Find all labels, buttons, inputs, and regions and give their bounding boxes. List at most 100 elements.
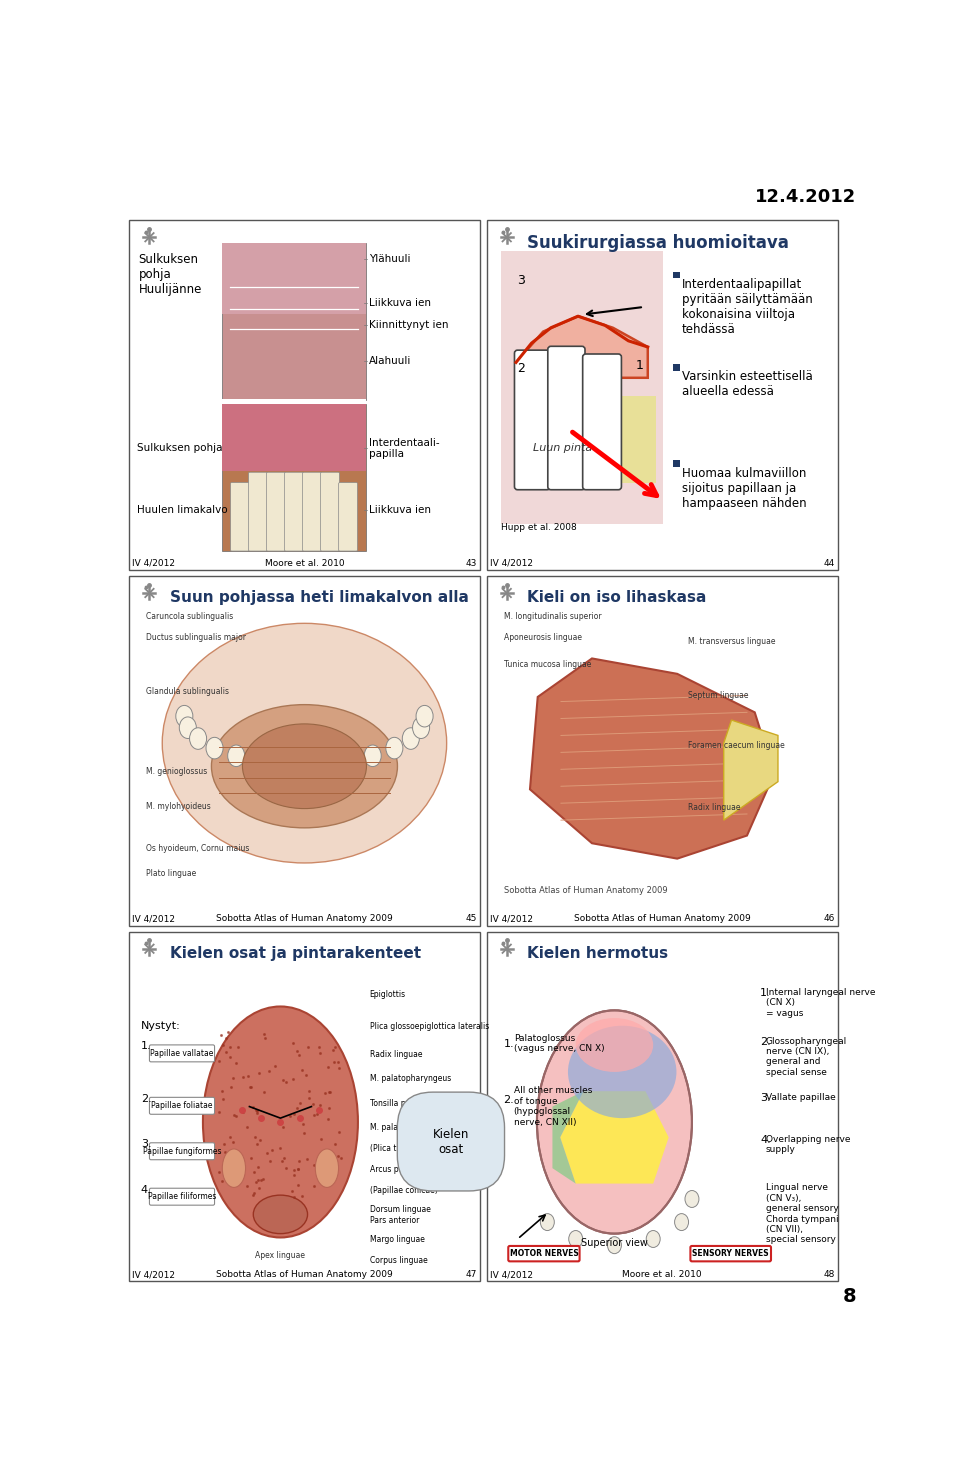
Text: Luun pinta: Luun pinta: [533, 443, 592, 452]
Text: Sobotta Atlas of Human Anatomy 2009: Sobotta Atlas of Human Anatomy 2009: [216, 915, 394, 924]
Text: IV 4/2012: IV 4/2012: [490, 1269, 533, 1278]
Text: Alahuuli: Alahuuli: [369, 356, 411, 366]
Text: Epiglottis: Epiglottis: [370, 991, 406, 1000]
Text: Papillae fungiformes: Papillae fungiformes: [143, 1146, 221, 1155]
Bar: [223, 405, 366, 552]
Text: Papillae filiformes: Papillae filiformes: [148, 1192, 216, 1201]
Polygon shape: [561, 1091, 669, 1183]
Text: Kielen hermotus: Kielen hermotus: [527, 946, 668, 961]
Ellipse shape: [339, 750, 355, 773]
Text: SENSORY NERVES: SENSORY NERVES: [692, 1249, 769, 1258]
Ellipse shape: [253, 1195, 307, 1234]
Bar: [673, 460, 680, 467]
Text: (Plica triangularis): (Plica triangularis): [370, 1143, 441, 1152]
Text: 1.: 1.: [760, 988, 771, 998]
Text: Huomaa kulmaviillon
sijoitus papillaan ja
hampaaseen nähden: Huomaa kulmaviillon sijoitus papillaan j…: [682, 467, 806, 510]
Bar: [130, 221, 480, 569]
Text: IV 4/2012: IV 4/2012: [132, 559, 176, 568]
Text: 3: 3: [517, 274, 525, 286]
Text: 12.4.2012: 12.4.2012: [755, 188, 856, 206]
Text: Tonsilla palatina: Tonsilla palatina: [370, 1099, 432, 1108]
FancyBboxPatch shape: [150, 1188, 214, 1206]
Text: 3.: 3.: [141, 1139, 152, 1149]
Text: Suukirurgiassa huomioitava: Suukirurgiassa huomioitava: [527, 234, 789, 252]
Text: M. transversus linguae: M. transversus linguae: [688, 638, 776, 647]
Text: Moore et al. 2010: Moore et al. 2010: [622, 1269, 702, 1278]
Text: Varsinkin esteettisellä
alueella edessä: Varsinkin esteettisellä alueella edessä: [682, 371, 812, 399]
FancyBboxPatch shape: [150, 1046, 214, 1062]
Text: Moore et al. 2010: Moore et al. 2010: [265, 559, 345, 568]
Text: All other muscles
of tongue
(hypoglossal
nerve, CN XII): All other muscles of tongue (hypoglossal…: [514, 1087, 592, 1127]
Text: 48: 48: [823, 1269, 834, 1278]
Text: Ylähuuli: Ylähuuli: [369, 254, 410, 264]
FancyBboxPatch shape: [690, 1246, 771, 1262]
FancyBboxPatch shape: [267, 472, 285, 552]
Text: IV 4/2012: IV 4/2012: [132, 915, 176, 924]
Text: M. mylohyoideus: M. mylohyoideus: [146, 802, 211, 811]
Text: Apex linguae: Apex linguae: [255, 1250, 305, 1261]
Bar: [500, 251, 663, 523]
Text: Sobotta Atlas of Human Anatomy 2009: Sobotta Atlas of Human Anatomy 2009: [216, 1269, 394, 1278]
Polygon shape: [530, 658, 774, 859]
Text: 3.: 3.: [760, 1093, 771, 1102]
Ellipse shape: [675, 1213, 688, 1231]
Ellipse shape: [608, 1237, 621, 1253]
Text: Sulkuksen
pohja
Huulijänne: Sulkuksen pohja Huulijänne: [138, 252, 202, 295]
Text: M. longitudinalis superior: M. longitudinalis superior: [504, 611, 601, 620]
Ellipse shape: [416, 706, 433, 727]
Text: Os hyoideum, Cornu maius: Os hyoideum, Cornu maius: [146, 844, 250, 853]
Text: Foramen caecum linguae: Foramen caecum linguae: [688, 742, 785, 750]
Ellipse shape: [243, 724, 367, 808]
Ellipse shape: [537, 1010, 692, 1234]
Text: Overlapping nerve
supply: Overlapping nerve supply: [765, 1134, 850, 1154]
Ellipse shape: [281, 753, 299, 774]
FancyBboxPatch shape: [150, 1097, 214, 1114]
Text: Huulen limakalvo: Huulen limakalvo: [137, 506, 228, 515]
Text: 43: 43: [466, 559, 477, 568]
Text: Liikkuva ien: Liikkuva ien: [369, 506, 431, 515]
FancyBboxPatch shape: [321, 472, 340, 552]
Text: Hupp et al. 2008: Hupp et al. 2008: [500, 523, 576, 532]
Text: 45: 45: [466, 915, 477, 924]
Text: Plato linguae: Plato linguae: [146, 869, 197, 878]
Text: Kielen
osat: Kielen osat: [433, 1127, 469, 1155]
Text: Suun pohjassa heti limakalvon alla: Suun pohjassa heti limakalvon alla: [170, 590, 468, 605]
Polygon shape: [516, 316, 648, 378]
Text: Aponeurosis linguae: Aponeurosis linguae: [504, 633, 582, 642]
Text: Kieli on iso lihaskasa: Kieli on iso lihaskasa: [527, 590, 707, 605]
Text: 1.: 1.: [141, 1041, 152, 1051]
Bar: [130, 931, 480, 1281]
Bar: [223, 405, 366, 470]
Ellipse shape: [402, 728, 420, 749]
Text: M. palatoglossus: M. palatoglossus: [370, 1123, 434, 1132]
Text: 2.: 2.: [760, 1037, 771, 1047]
Text: IV 4/2012: IV 4/2012: [490, 559, 533, 568]
Text: Radix linguae: Radix linguae: [370, 1050, 422, 1059]
Text: Ductus sublingualis major: Ductus sublingualis major: [146, 633, 247, 642]
FancyBboxPatch shape: [150, 1143, 214, 1160]
Text: Nystyt:: Nystyt:: [141, 1022, 180, 1031]
FancyBboxPatch shape: [548, 347, 585, 489]
Text: Glossopharyngeal
nerve (CN IX),
general and
special sense: Glossopharyngeal nerve (CN IX), general …: [765, 1037, 847, 1077]
Ellipse shape: [315, 1149, 339, 1188]
FancyBboxPatch shape: [583, 354, 621, 489]
Bar: [487, 931, 838, 1281]
Bar: [673, 363, 680, 371]
Bar: [487, 221, 838, 569]
Text: 46: 46: [823, 915, 834, 924]
Text: Arcus palatoglossus: Arcus palatoglossus: [370, 1166, 446, 1175]
Text: Plica glossoepiglottica lateralis: Plica glossoepiglottica lateralis: [370, 1022, 489, 1031]
Text: 2.: 2.: [141, 1094, 152, 1103]
Ellipse shape: [646, 1231, 660, 1247]
Text: 1: 1: [636, 359, 644, 372]
Text: Superior view: Superior view: [581, 1238, 648, 1247]
Text: 2: 2: [517, 362, 525, 375]
Text: Margo linguae: Margo linguae: [370, 1235, 424, 1244]
Text: Septum linguae: Septum linguae: [688, 691, 749, 700]
Text: Lingual nerve
(CN V₃),
general sensory
Chorda tympani
(CN VII),
special sensory: Lingual nerve (CN V₃), general sensory C…: [765, 1183, 838, 1244]
Ellipse shape: [568, 1231, 583, 1247]
Ellipse shape: [228, 744, 245, 767]
Bar: [130, 575, 480, 925]
Polygon shape: [724, 721, 778, 820]
Text: Corpus linguae: Corpus linguae: [370, 1256, 427, 1265]
